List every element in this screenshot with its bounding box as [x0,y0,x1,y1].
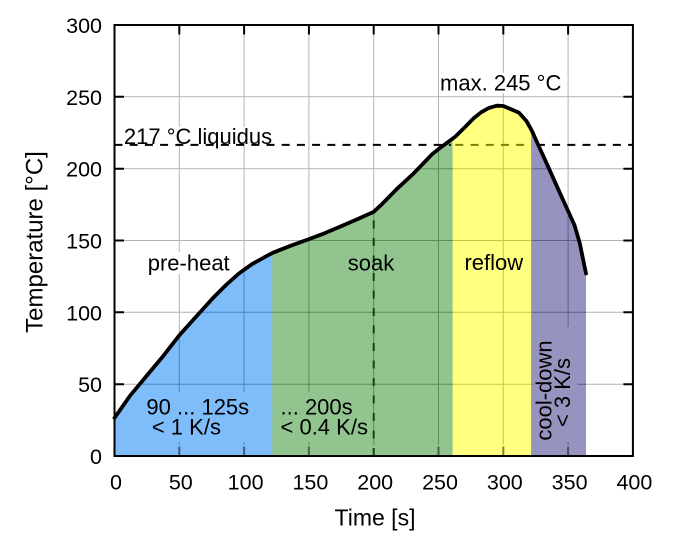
svg-text:0: 0 [110,471,122,495]
svg-text:reflow: reflow [464,250,523,275]
svg-text:250: 250 [66,86,102,110]
svg-text:150: 150 [292,471,328,495]
svg-text:0: 0 [90,445,102,469]
svg-text:50: 50 [169,471,193,495]
svg-text:50: 50 [78,373,102,397]
svg-text:< 3 K/s: < 3 K/s [550,358,575,427]
svg-text:217 °C liquidus: 217 °C liquidus [124,124,272,149]
svg-text:soak: soak [348,251,395,276]
svg-text:300: 300 [487,471,523,495]
svg-text:cool-down: cool-down [532,340,557,440]
svg-text:... 200s: ... 200s [281,395,353,420]
svg-text:90 ... 125s: 90 ... 125s [146,395,249,420]
svg-text:200: 200 [357,471,393,495]
svg-text:< 0.4 K/s: < 0.4 K/s [281,414,368,439]
svg-text:100: 100 [228,471,264,495]
svg-text:< 1 K/s: < 1 K/s [152,414,221,439]
svg-text:Temperature [°C]: Temperature [°C] [22,151,49,333]
svg-text:400: 400 [616,471,652,495]
svg-text:150: 150 [66,230,102,254]
svg-text:200: 200 [66,158,102,182]
svg-text:Time [s]: Time [s] [335,505,416,531]
svg-text:300: 300 [66,14,102,38]
svg-text:250: 250 [422,471,458,495]
svg-text:max. 245 °C: max. 245 °C [440,71,561,96]
svg-text:350: 350 [552,471,588,495]
svg-text:100: 100 [66,301,102,325]
svg-text:pre-heat: pre-heat [148,251,230,276]
